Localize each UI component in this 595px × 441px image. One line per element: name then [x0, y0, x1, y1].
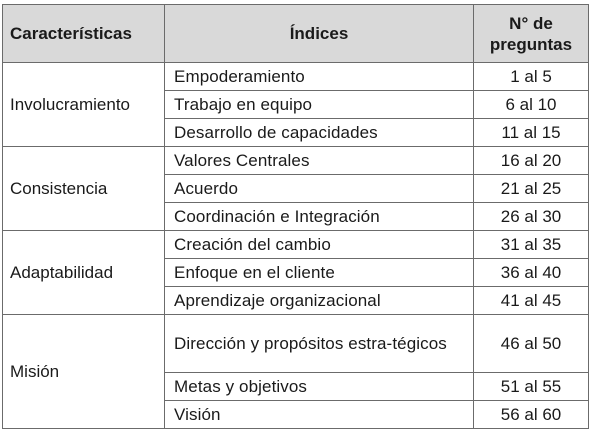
- table-row: Enfoque en el cliente 36 al 40: [3, 258, 589, 287]
- caracteristica-cell: Consistencia: [2, 146, 165, 231]
- table-row: Metas y objetivos 51 al 55: [3, 372, 589, 401]
- indice-cell: Aprendizaje organizacional: [164, 286, 474, 315]
- indice-cell: Visión: [164, 400, 474, 429]
- indice-cell: Empoderamiento: [164, 62, 474, 91]
- table-row: Adaptabilidad Creación del cambio 31 al …: [2, 230, 589, 315]
- preguntas-cell: 56 al 60: [473, 400, 589, 429]
- caracteristica-cell: Adaptabilidad: [2, 230, 165, 315]
- preguntas-cell: 16 al 20: [473, 146, 589, 175]
- indice-cell: Metas y objetivos: [164, 372, 474, 401]
- indice-cell: Enfoque en el cliente: [164, 258, 474, 287]
- table-row: Involucramiento Empoderamiento 1 al 5: [2, 62, 589, 147]
- table-row: Coordinación e Integración 26 al 30: [3, 202, 589, 231]
- preguntas-cell: 51 al 55: [473, 372, 589, 401]
- preguntas-cell: 1 al 5: [473, 62, 589, 91]
- preguntas-cell: 26 al 30: [473, 202, 589, 231]
- table-row: Trabajo en equipo 6 al 10: [3, 90, 589, 119]
- preguntas-cell: 31 al 35: [473, 230, 589, 259]
- header-row: Características Índices N° de preguntas: [2, 4, 589, 63]
- header-preguntas: N° de preguntas: [473, 4, 589, 63]
- indice-cell: Valores Centrales: [164, 146, 474, 175]
- caracteristica-cell: Misión: [2, 314, 165, 429]
- table-row: Misión Dirección y propósitos estra-tégi…: [2, 314, 589, 429]
- caracteristicas-table: Características Índices N° de preguntas …: [2, 4, 589, 429]
- header-caracteristicas: Características: [2, 4, 165, 63]
- preguntas-cell: 46 al 50: [473, 314, 589, 373]
- preguntas-cell: 21 al 25: [473, 174, 589, 203]
- table-row: Visión 56 al 60: [3, 400, 589, 429]
- header-indices: Índices: [164, 4, 474, 63]
- preguntas-cell: 41 al 45: [473, 286, 589, 315]
- preguntas-cell: 36 al 40: [473, 258, 589, 287]
- indice-cell: Desarrollo de capacidades: [164, 118, 474, 147]
- indice-cell: Acuerdo: [164, 174, 474, 203]
- preguntas-cell: 11 al 15: [473, 118, 589, 147]
- table-row: Aprendizaje organizacional 41 al 45: [3, 286, 589, 315]
- indice-cell: Trabajo en equipo: [164, 90, 474, 119]
- indice-cell: Coordinación e Integración: [164, 202, 474, 231]
- indice-cell: Dirección y propósitos estra-tégicos: [164, 314, 474, 373]
- caracteristica-cell: Involucramiento: [2, 62, 165, 147]
- table-row: Acuerdo 21 al 25: [3, 174, 589, 203]
- table-row: Consistencia Valores Centrales 16 al 20: [2, 146, 589, 231]
- preguntas-cell: 6 al 10: [473, 90, 589, 119]
- indice-cell: Creación del cambio: [164, 230, 474, 259]
